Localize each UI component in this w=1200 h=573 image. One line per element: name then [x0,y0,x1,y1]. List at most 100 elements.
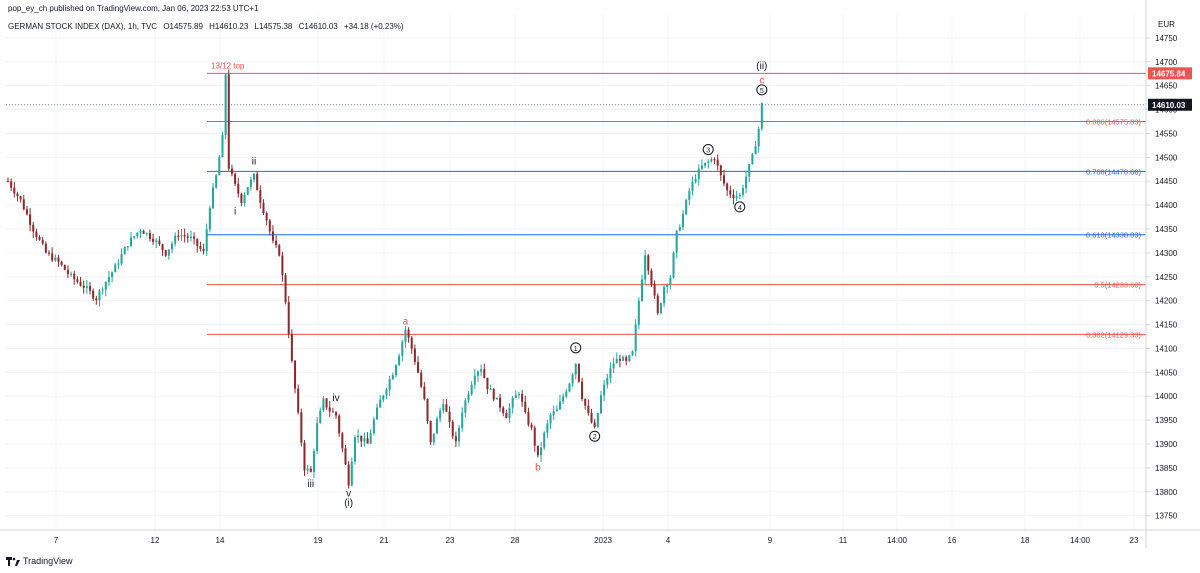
candle-body [189,236,192,238]
x-tick-label: 12 [151,536,160,545]
candle-body [161,244,164,251]
candle-body [366,438,369,444]
candle-body [328,407,331,412]
candle-body [489,388,492,390]
candle-body [615,359,618,364]
candle-body [294,360,297,389]
candle-body [530,424,533,428]
candle-body [420,372,423,387]
candle-body [385,389,388,396]
candle-body [287,302,290,335]
time-axis[interactable]: 7 12 14 19 21 23 28 2023 4 9 11 14:00 16 18 14:00 23 [0,529,1200,545]
candle-body [363,438,366,442]
chart-grid [6,14,1146,530]
y-tick-label: 14350 [1155,225,1178,234]
candle-body [612,363,615,369]
candle-body [186,236,189,238]
candle-body [524,401,527,413]
tradingview-brand: TradingView [23,556,73,566]
y-tick-label: 13950 [1155,416,1178,425]
candle-body [625,357,628,361]
candle-body [499,397,502,408]
candle-body [240,193,243,204]
candle-body [590,413,593,423]
wave-label: iv [332,393,339,404]
candle-body [495,397,498,400]
candle-body [230,168,233,174]
candle-body [353,437,356,462]
candle-body [376,407,379,420]
candle-body [467,394,470,401]
candle-body [388,379,391,390]
candle-body [338,415,341,434]
wave-label: ii [252,157,256,168]
candle-body [98,290,101,301]
wave-label: b [535,462,541,473]
candle-body [748,164,751,177]
ohlc-change: +34.18 (+0.23%) [343,22,404,31]
candle-body [631,351,634,356]
candle-body [394,365,397,376]
candle-body [423,386,426,400]
last-price-tag-label: 14610.03 [1152,101,1186,110]
candle-body [678,227,681,231]
fib-label: 0.768(14470.68) [1086,167,1142,176]
candle-body [335,412,338,416]
candle-body [584,398,587,406]
wave-circle [756,84,768,96]
candle-body [435,418,438,434]
candle-body [760,103,763,129]
y-tick-label: 14550 [1155,129,1178,138]
candle-body [208,208,211,230]
x-tick-label: 11 [839,536,848,545]
candle-body [357,435,360,438]
x-tick-label: 14 [216,536,225,545]
candle-body [193,236,196,239]
candle-body [622,357,625,361]
candle-body [458,427,461,442]
symbol-name[interactable]: GERMAN STOCK INDEX (DAX), 1h, TVC [8,22,158,31]
candle-body [92,290,95,299]
candle-body [227,74,230,169]
candle-body [35,231,38,238]
candle-body [738,194,741,197]
candle-body [391,375,394,380]
candle-body [552,411,555,415]
candle-body [101,289,104,291]
candle-body [546,423,549,433]
x-tick-label: 23 [446,536,455,545]
candle-body [713,159,716,161]
candle-body [461,412,464,428]
candle-body [719,165,722,176]
candle-body [656,295,659,314]
fib-label: 0.618(14338.03) [1086,231,1142,240]
ohlc-low: L14575.38 [254,22,293,31]
candle-body [167,249,170,256]
candle-body [63,265,66,270]
candle-body [44,243,47,253]
candle-body [199,246,202,249]
candle-body [439,410,442,419]
candle-body [502,407,505,414]
candle-body [205,229,208,252]
footer-brand[interactable]: TradingView [6,556,73,566]
candle-body [735,196,738,199]
candle-body [107,277,110,282]
y-tick-label: 14100 [1155,344,1178,353]
candle-body [442,404,445,411]
fib-label: 0.886(14575.03) [1086,117,1142,126]
x-tick-label: 2023 [594,536,612,545]
wave-circle [589,430,601,442]
candle-body [568,383,571,392]
candle-body [316,423,319,452]
y-tick-label: 14500 [1155,153,1178,162]
candle-body [382,395,385,400]
price-axis[interactable]: EUR 13750 13800 13850 13900 13950 14000 14050 14… [1145,0,1192,548]
candle-body [290,334,293,361]
candle-body [218,157,221,176]
candle-body [685,199,688,215]
candle-body [492,388,495,400]
wave-label: (ii) [756,61,767,72]
ohlc-close: C14610.03 [298,22,338,31]
